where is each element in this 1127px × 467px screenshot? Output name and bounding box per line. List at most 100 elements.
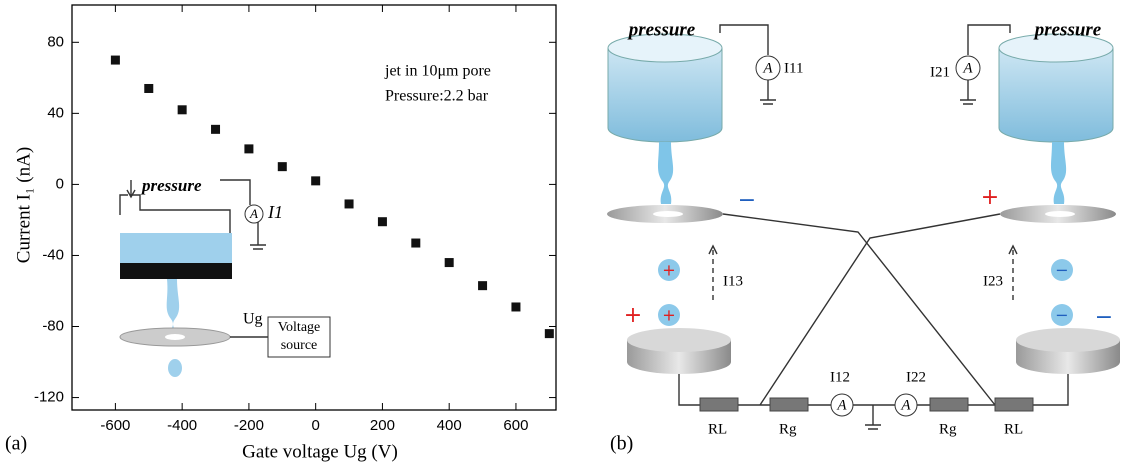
plus-sign: + <box>662 306 675 325</box>
inset-plate <box>120 263 232 279</box>
y-tick-label: -120 <box>34 389 64 406</box>
point <box>411 238 421 248</box>
left-reservoir <box>607 33 731 374</box>
pressure-label: pressure <box>627 19 696 40</box>
inset: A I1 pressure Ug Voltage source <box>119 176 331 377</box>
plot-frame <box>71 4 557 411</box>
jet <box>658 142 674 204</box>
droplet <box>1051 304 1073 326</box>
y-tick-label: 0 <box>56 175 64 192</box>
ammeter <box>244 204 264 224</box>
point <box>377 217 387 227</box>
point <box>311 176 321 186</box>
resistor <box>769 397 809 412</box>
ammeters <box>755 55 981 417</box>
pore <box>1045 211 1075 217</box>
x-axis-label: Gate voltage Ug (V) <box>242 441 398 462</box>
current-label: I12 <box>830 369 850 385</box>
droplet <box>658 259 680 281</box>
jet <box>1051 142 1067 204</box>
x-tick-label: 200 <box>370 417 395 434</box>
right-reservoir <box>998 33 1120 374</box>
ammeter-label: A <box>962 60 973 76</box>
ammeter <box>894 393 918 417</box>
source-label: Voltage <box>278 320 321 335</box>
collector-top <box>1016 328 1120 352</box>
inset-jet <box>166 279 180 337</box>
ammeter-label: A <box>836 397 847 413</box>
current-label: I13 <box>723 273 743 289</box>
panel-label: (b) <box>610 433 633 455</box>
current-label: I21 <box>930 64 950 80</box>
cylinder <box>607 48 723 143</box>
x-tick-label: 400 <box>437 417 462 434</box>
annotation: jet in 10μm pore <box>384 63 491 80</box>
pore <box>653 211 683 217</box>
point <box>277 162 287 172</box>
resistor <box>994 397 1034 412</box>
pressure-label: pressure <box>1033 19 1102 40</box>
plus-sign: + <box>981 185 999 210</box>
minus-sign: − <box>1095 305 1113 330</box>
gate-label: Ug <box>243 311 263 328</box>
y-tick-label: -80 <box>42 317 64 334</box>
point <box>177 105 187 115</box>
annotation: Pressure:2.2 bar <box>385 88 489 105</box>
plus-sign: + <box>662 261 675 280</box>
resistor <box>699 397 739 412</box>
y-axis-label: Current I₁ (nA) <box>13 147 34 263</box>
point <box>344 199 354 209</box>
plus-sign: + <box>624 303 642 328</box>
minus-sign: − <box>1055 261 1068 280</box>
panel-label: (a) <box>5 433 27 455</box>
current-label: I1 <box>267 202 283 222</box>
x-tick-label: -200 <box>234 417 264 434</box>
point <box>244 144 254 154</box>
resistor-label: RL <box>1004 421 1023 437</box>
ammeter-label: A <box>249 206 258 221</box>
inset-pore <box>165 334 185 340</box>
resistor-label: Rg <box>779 421 797 437</box>
y-tick-label: 80 <box>47 33 64 50</box>
y-tick-label: 40 <box>47 104 64 121</box>
inset-water <box>120 233 232 263</box>
ammeter <box>955 55 981 81</box>
wires <box>678 24 1069 430</box>
y-tick-label: -40 <box>42 246 64 263</box>
point <box>110 55 120 65</box>
current-label: I22 <box>906 369 926 385</box>
point <box>544 329 554 339</box>
resistor <box>929 397 969 412</box>
resistor-label: RL <box>708 421 727 437</box>
droplet <box>1051 259 1073 281</box>
droplet <box>168 359 182 377</box>
cylinder-top <box>998 33 1114 63</box>
arrow <box>126 180 136 199</box>
point <box>478 281 488 291</box>
resistors <box>699 397 1034 412</box>
minus-sign: − <box>738 188 756 213</box>
source-label: source <box>281 338 318 353</box>
current-label: I23 <box>983 273 1003 289</box>
point <box>444 258 454 268</box>
point <box>144 83 154 93</box>
minus-sign: − <box>1055 306 1068 325</box>
x-tick-label: -600 <box>100 417 130 434</box>
resistor-label: Rg <box>939 421 957 437</box>
diagram: A A A A pressure pressure I11 I21 I13 I2… <box>607 19 1120 455</box>
x-tick-label: 600 <box>503 417 528 434</box>
ammeter-label: A <box>900 397 911 413</box>
point <box>511 302 521 312</box>
inset-wires <box>119 179 266 260</box>
current-label: I11 <box>784 60 803 76</box>
x-tick-label: -400 <box>167 417 197 434</box>
point <box>211 124 221 134</box>
ammeter <box>830 393 854 417</box>
cylinder-top <box>607 33 723 63</box>
ammeter-label: A <box>762 60 773 76</box>
current-arrows <box>712 248 1014 300</box>
cylinder <box>998 48 1114 143</box>
pressure-label: pressure <box>140 176 202 195</box>
